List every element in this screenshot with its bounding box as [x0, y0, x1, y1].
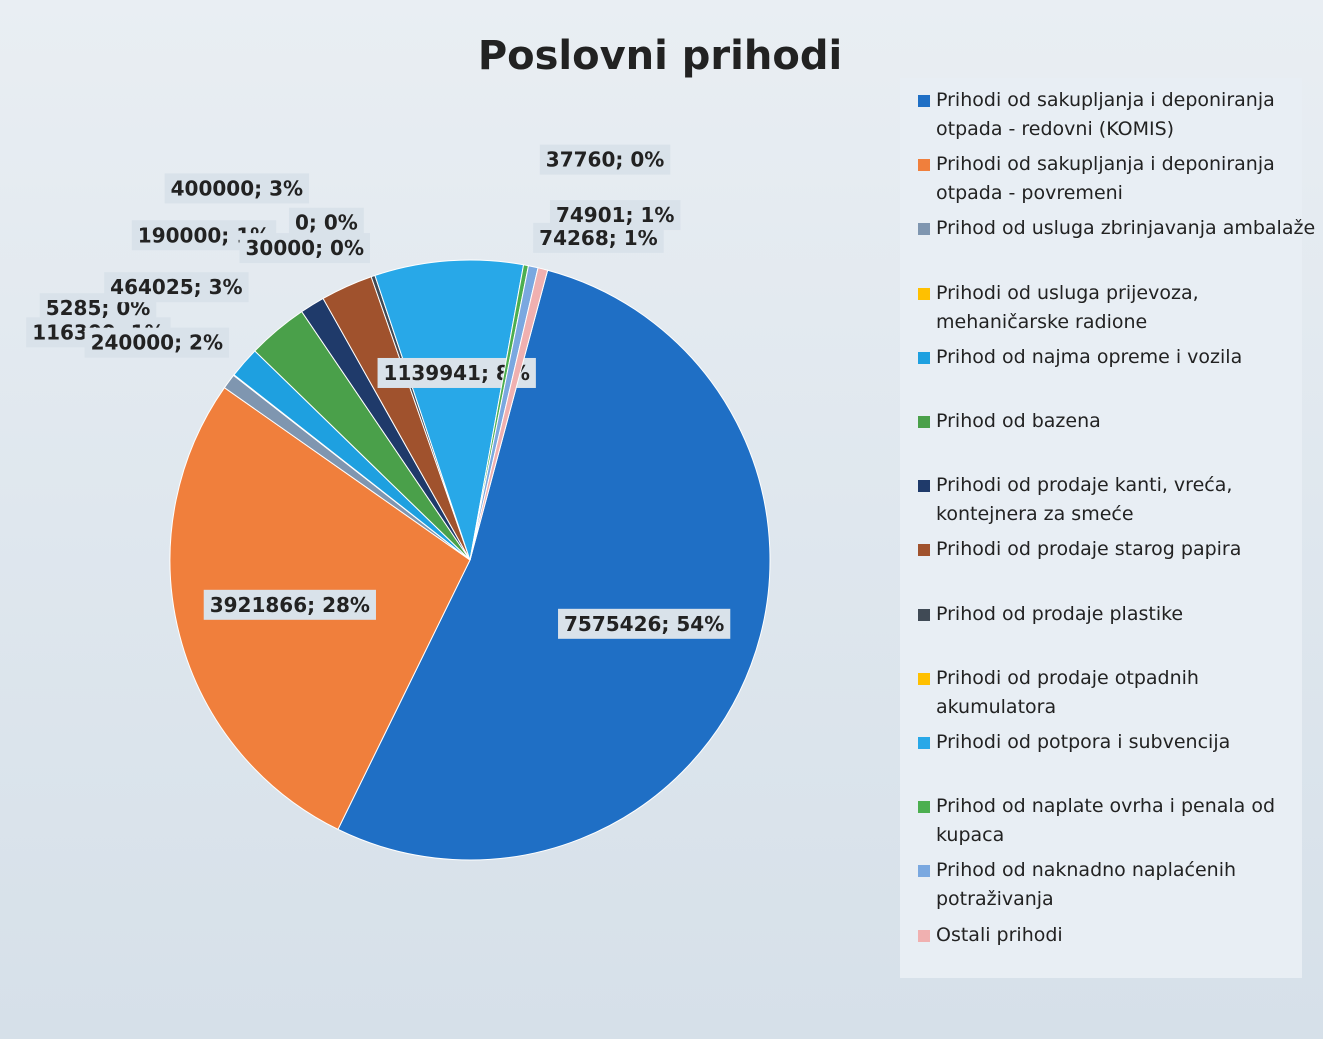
- pie-area: Poslovni prihodi 7575426; 54% 3921866; 28…: [26, 33, 842, 861]
- label-background: [558, 608, 731, 639]
- legend-label: Prihod od bazena: [936, 410, 1101, 432]
- label-background: [84, 327, 230, 358]
- label-background: [164, 173, 310, 204]
- legend-swatch: [918, 95, 930, 107]
- data-label: 7575426; 54%: [564, 612, 724, 636]
- legend-label: Prihodi od usluga prijevoza, mehaničarsk…: [936, 281, 1199, 333]
- legend-label: Prihod od naknadno naplaćenih potraživan…: [936, 859, 1237, 911]
- data-label: 30000; 0%: [246, 236, 365, 260]
- label-background: [549, 200, 681, 231]
- label-background: [239, 233, 371, 264]
- legend-item: Prihod od naknadno naplaćenih potraživan…: [916, 856, 1316, 914]
- data-label: 37760; 0%: [546, 148, 665, 172]
- legend-swatch: [918, 480, 930, 493]
- legend-label: Prihodi od prodaje kanti, vreća, kontejn…: [936, 474, 1233, 526]
- legend-item: Prihod od bazena: [916, 407, 1316, 436]
- legend-label: Prihodi od sakupljanja i deponiranja otp…: [936, 153, 1275, 205]
- data-label: 0; 0%: [295, 211, 358, 235]
- legend-item: Prihodi od sakupljanja i deponiranja otp…: [916, 150, 1316, 208]
- legend-item: Prihod od usluga zbrinjavanja ambalaže: [916, 214, 1316, 243]
- legend-swatch: [918, 223, 930, 236]
- legend-label: Prihod od prodaje plastike: [936, 602, 1184, 625]
- legend-swatch: [918, 287, 930, 300]
- pie-slice: [469, 267, 549, 561]
- legend-item: Prihodi od sakupljanja i deponiranja otp…: [916, 86, 1316, 144]
- legend-label: Prihodi od potpora i subvencija: [936, 731, 1231, 753]
- legend-swatch: [918, 737, 930, 749]
- legend-label: Prihod od najma opreme i vozila: [936, 345, 1243, 368]
- legend-item: Ostali prihodi: [916, 921, 1316, 950]
- legend: Prihodi od sakupljanja i deponiranja otp…: [900, 78, 1315, 978]
- legend-item: Prihod od naplate ovrha i penala od kupa…: [916, 792, 1316, 850]
- legend-item: Prihodi od prodaje otpadnih akumulatora: [916, 664, 1316, 722]
- legend-item: Prihodi od potpora i subvencija: [916, 728, 1316, 757]
- legend-label: Prihod od usluga zbrinjavanja ambalaže: [936, 217, 1316, 240]
- data-label: 74901; 1%: [556, 203, 675, 227]
- chart-title: Poslovni prihodi: [478, 33, 842, 79]
- legend-swatch: [918, 416, 930, 428]
- label-background: [203, 589, 376, 620]
- pie-slice: [337, 269, 771, 861]
- legend-swatch: [918, 351, 930, 364]
- legend-item: Prihod od prodaje plastike: [916, 600, 1316, 629]
- data-label: 400000; 3%: [171, 176, 303, 200]
- legend-item: Prihodi od prodaje starog papira: [916, 535, 1316, 564]
- legend-swatch: [918, 801, 930, 814]
- legend-label: Prihodi od prodaje otpadnih akumulatora: [936, 666, 1199, 718]
- legend-swatch: [918, 865, 930, 878]
- legend-swatch: [918, 544, 930, 557]
- legend-label: Ostali prihodi: [936, 923, 1063, 946]
- label-background: [288, 207, 364, 238]
- legend-label: Prihod od naplate ovrha i penala od kupa…: [936, 795, 1276, 847]
- data-label: 3921866; 28%: [210, 593, 370, 617]
- legend-swatch: [918, 159, 930, 172]
- legend-swatch: [918, 608, 930, 621]
- legend-swatch: [918, 929, 930, 942]
- legend-item: Prihodi od prodaje kanti, vreća, kontejn…: [916, 471, 1316, 529]
- legend-item: Prihodi od usluga prijevoza, mehaničarsk…: [916, 279, 1316, 337]
- pie-slice: [374, 259, 525, 561]
- label-background: [539, 144, 671, 175]
- legend-swatch: [918, 672, 930, 685]
- legend-label: Prihodi od sakupljanja i deponiranja otp…: [936, 89, 1275, 140]
- legend-item: Prihod od najma opreme i vozila: [916, 343, 1316, 372]
- label-background: [104, 272, 249, 303]
- legend-label: Prihodi od prodaje starog papira: [936, 538, 1242, 561]
- data-label: 240000; 2%: [91, 331, 223, 355]
- data-label: 464025; 3%: [110, 275, 242, 299]
